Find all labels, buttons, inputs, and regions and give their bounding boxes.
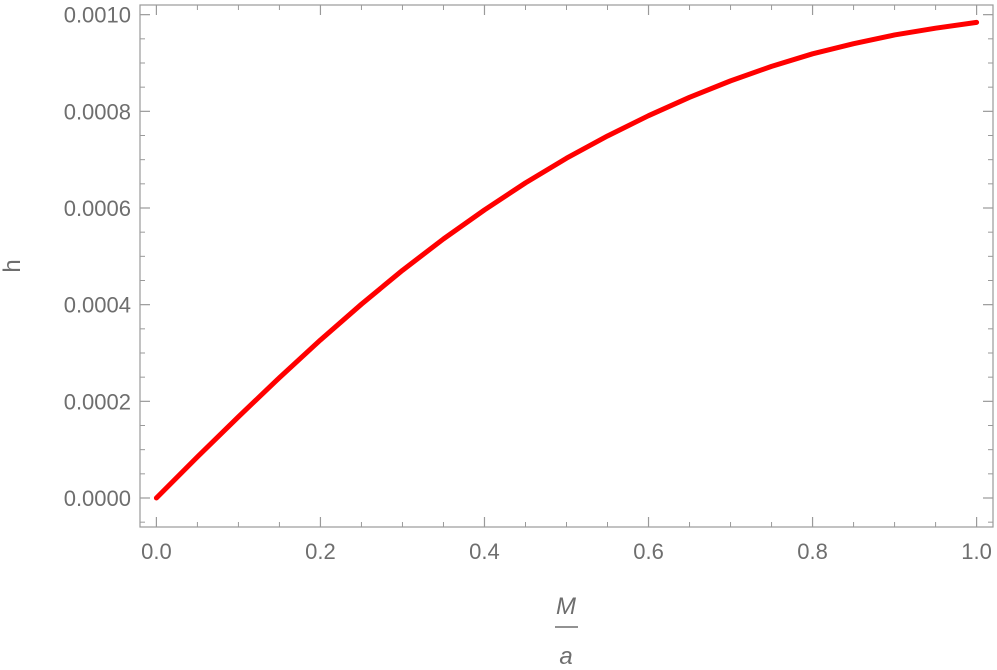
- x-axis-title-denominator: a: [559, 643, 572, 670]
- y-tick-label: 0.0006: [64, 196, 131, 221]
- x-tick-label: 0.2: [305, 539, 336, 564]
- y-axis-title: h: [0, 259, 26, 272]
- plot-frame: [139, 4, 994, 528]
- y-tick-label: 0.0002: [64, 389, 131, 414]
- x-tick-label: 0.0: [141, 539, 172, 564]
- x-axis-title-numerator: M: [556, 593, 576, 620]
- x-tick-label: 0.8: [797, 539, 828, 564]
- y-tick-label: 0.0000: [64, 486, 131, 511]
- series-line: [153, 19, 980, 501]
- x-tick-label: 0.6: [633, 539, 664, 564]
- y-tick-label: 0.0010: [64, 3, 131, 28]
- y-tick-label: 0.0008: [64, 99, 131, 124]
- x-tick-label: 1.0: [961, 539, 992, 564]
- y-tick-label: 0.0004: [64, 293, 131, 318]
- tick-labels: 0.0 0.2 0.4 0.6 0.8 1.0 0.0000 0.0002 0.0004 0.00…: [64, 3, 992, 564]
- x-tick-label: 0.4: [469, 539, 500, 564]
- axis-ticks: [140, 5, 993, 527]
